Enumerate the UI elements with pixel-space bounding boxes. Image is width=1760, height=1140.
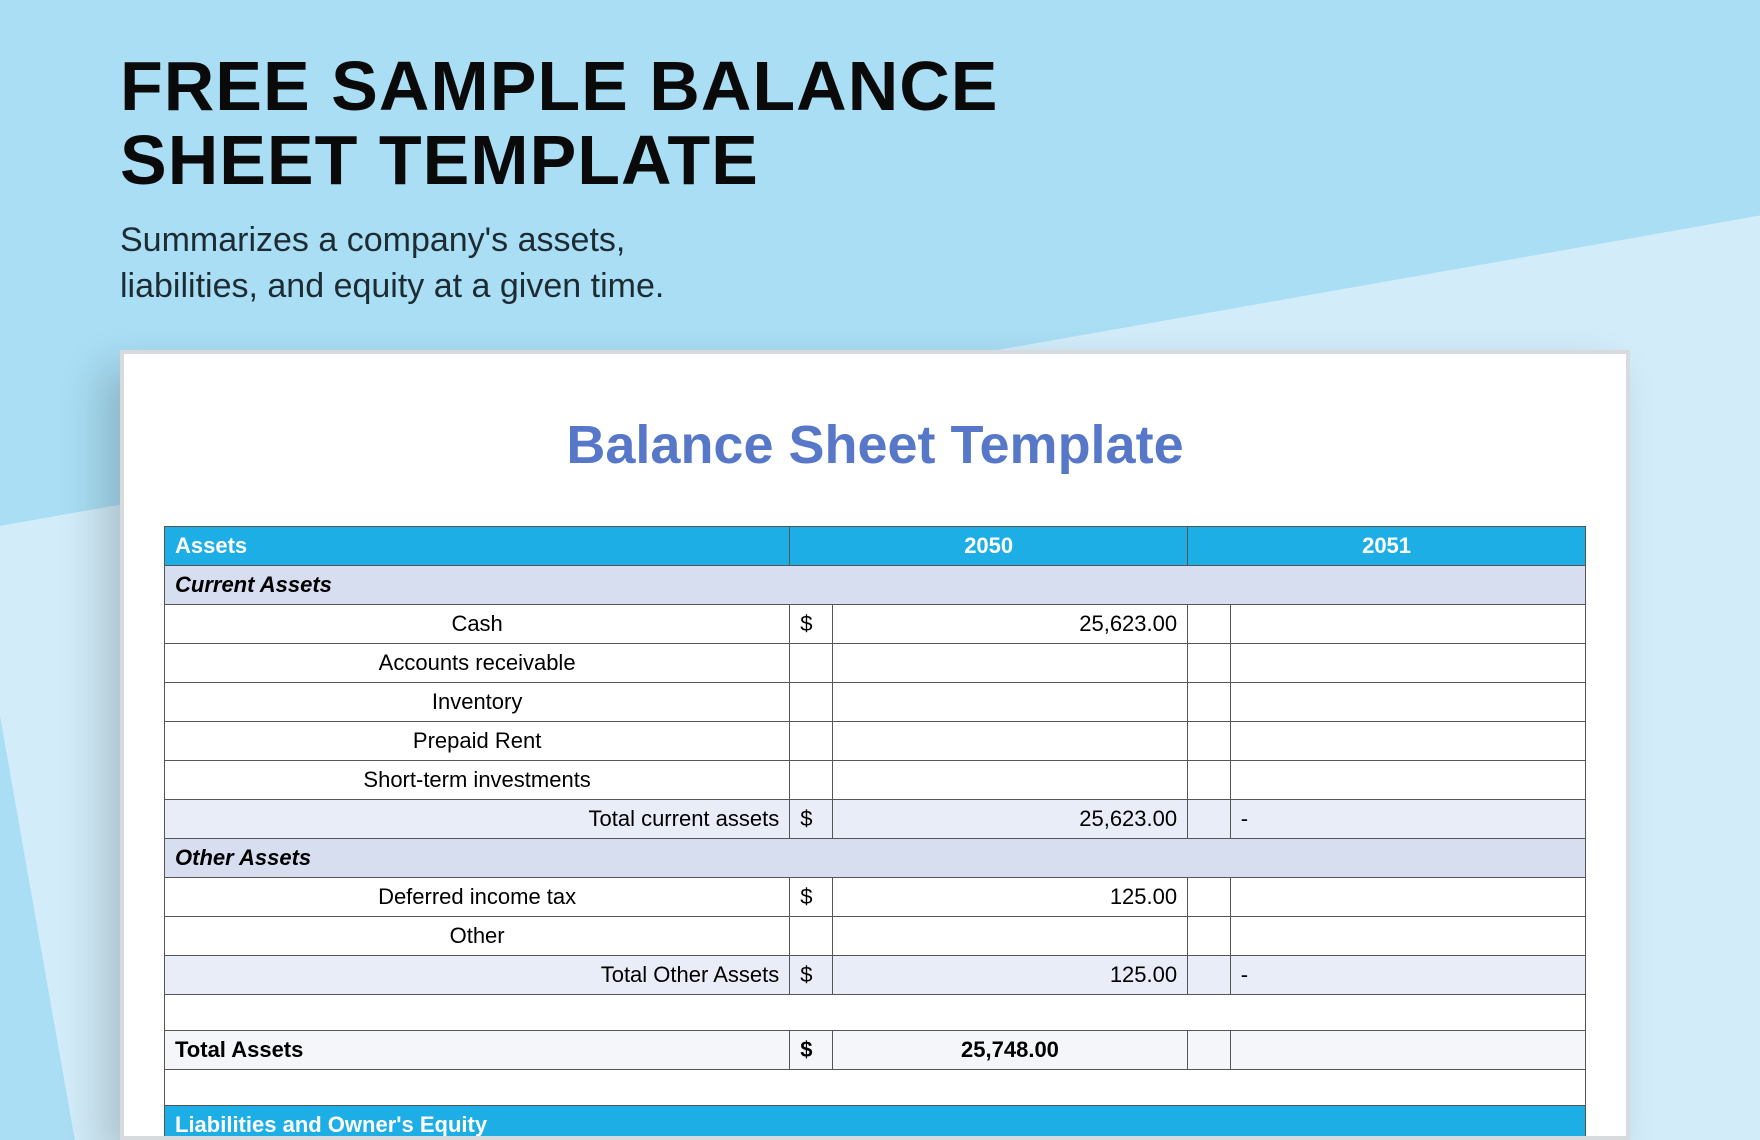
- row-label: Cash: [165, 605, 790, 644]
- assets-header-row: Assets 2050 2051: [165, 527, 1586, 566]
- other-assets-title: Other Assets: [165, 839, 1586, 878]
- row-value-y2: [1230, 605, 1585, 644]
- total-value-y1: 25,623.00: [832, 800, 1187, 839]
- row-label: Prepaid Rent: [165, 722, 790, 761]
- other-assets-total-row: Total Other Assets $ 125.00 -: [165, 956, 1586, 995]
- subhead-line-1: Summarizes a company's assets,: [120, 221, 625, 259]
- row-label: Deferred income tax: [165, 878, 790, 917]
- page-headline: FREE SAMPLE BALANCE SHEET TEMPLATE: [120, 50, 998, 197]
- current-assets-title: Current Assets: [165, 566, 1586, 605]
- other-assets-subheader: Other Assets: [165, 839, 1586, 878]
- current-assets-subheader: Current Assets: [165, 566, 1586, 605]
- table-row: Short-term investments: [165, 761, 1586, 800]
- row-value-y1: 25,623.00: [832, 605, 1187, 644]
- row-label: Accounts receivable: [165, 644, 790, 683]
- row-label: Inventory: [165, 683, 790, 722]
- current-assets-total-row: Total current assets $ 25,623.00 -: [165, 800, 1586, 839]
- table-row: Inventory: [165, 683, 1586, 722]
- total-assets-currency: $: [790, 1031, 833, 1070]
- balance-sheet-document: Balance Sheet Template Assets 2050 2051 …: [120, 350, 1630, 1140]
- spacer-row: [165, 995, 1586, 1031]
- total-currency: $: [790, 800, 833, 839]
- row-label: Other: [165, 917, 790, 956]
- table-row: Accounts receivable: [165, 644, 1586, 683]
- table-row: Deferred income tax $ 125.00: [165, 878, 1586, 917]
- total-value-y2: -: [1230, 800, 1585, 839]
- year-1-header: 2050: [790, 527, 1188, 566]
- row-label: Short-term investments: [165, 761, 790, 800]
- row-currency: [1188, 605, 1231, 644]
- row-currency: $: [790, 605, 833, 644]
- row-value-y1: 125.00: [832, 878, 1187, 917]
- page-subhead: Summarizes a company's assets, liabiliti…: [120, 218, 664, 310]
- assets-header-label: Assets: [165, 527, 790, 566]
- document-title: Balance Sheet Template: [164, 414, 1586, 476]
- year-2-header: 2051: [1188, 527, 1586, 566]
- total-label: Total current assets: [165, 800, 790, 839]
- headline-line-2: SHEET TEMPLATE: [120, 121, 759, 199]
- total-value-y2: -: [1230, 956, 1585, 995]
- total-assets-label: Total Assets: [165, 1031, 790, 1070]
- table-row: Other: [165, 917, 1586, 956]
- table-row: Cash $ 25,623.00: [165, 605, 1586, 644]
- infographic-canvas: FREE SAMPLE BALANCE SHEET TEMPLATE Summa…: [0, 0, 1760, 1140]
- total-assets-value-y1: 25,748.00: [832, 1031, 1187, 1070]
- table-row: Prepaid Rent: [165, 722, 1586, 761]
- subhead-line-2: liabilities, and equity at a given time.: [120, 267, 664, 305]
- liabilities-header-row: Liabilities and Owner's Equity: [165, 1106, 1586, 1140]
- balance-sheet-table: Assets 2050 2051 Current Assets Cash $ 2…: [164, 526, 1586, 1140]
- row-currency: $: [790, 878, 833, 917]
- total-label: Total Other Assets: [165, 956, 790, 995]
- spacer-row: [165, 1070, 1586, 1106]
- total-value-y1: 125.00: [832, 956, 1187, 995]
- total-currency: $: [790, 956, 833, 995]
- liabilities-header-label: Liabilities and Owner's Equity: [165, 1106, 1586, 1140]
- total-assets-row: Total Assets $ 25,748.00: [165, 1031, 1586, 1070]
- headline-line-1: FREE SAMPLE BALANCE: [120, 47, 998, 125]
